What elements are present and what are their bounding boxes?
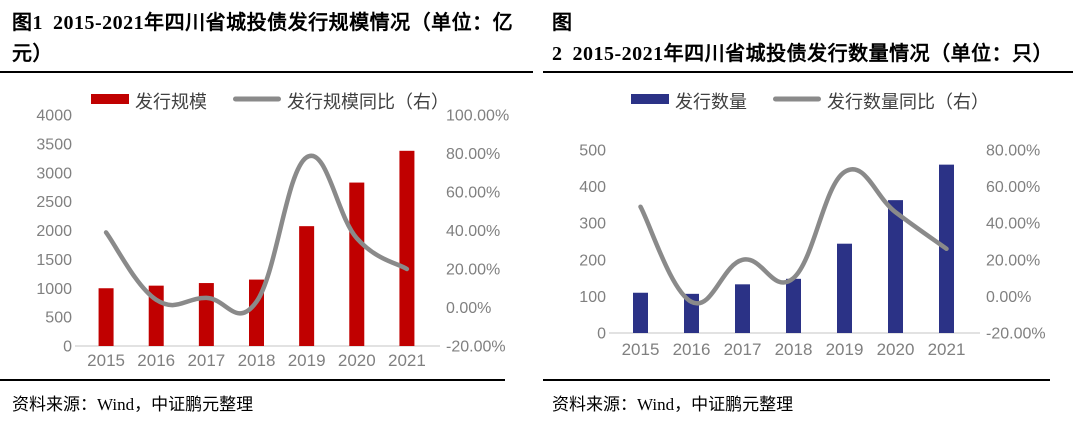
- source-rule: [543, 379, 1050, 381]
- yoy-line: [103, 153, 410, 316]
- y-left-tick: 400: [579, 179, 606, 196]
- legend-bar-label: 发行规模: [135, 92, 207, 112]
- y-left-tick: 500: [579, 143, 606, 160]
- yoy-line: [638, 167, 949, 306]
- bar-2020: [349, 182, 365, 346]
- figure2-title-text: 2015-2021年四川省城投债发行数量情况（单位：只）: [572, 43, 1054, 65]
- x-tick: 2021: [388, 351, 426, 370]
- y-left-tick: 1000: [36, 281, 72, 298]
- y-left-tick: 0: [63, 339, 72, 356]
- scale-chart: 4000 3500 3000 2500 2000 1500 1000 500 0 100.00% 8…: [36, 92, 509, 370]
- y-right-tick: 80.00%: [986, 143, 1040, 160]
- count-chart: 500 400 300 200 100 0 80.00% 60.00% 40.00% 20.00%…: [579, 92, 1046, 359]
- title-rule: [0, 71, 533, 73]
- y-left-tick: 100: [579, 289, 606, 306]
- y-left-tick: 2000: [36, 223, 72, 240]
- y-left-tick: 0: [597, 326, 606, 343]
- legend-bar-swatch: [91, 94, 129, 104]
- bar-2015: [633, 292, 648, 333]
- y-right-tick: 0.00%: [986, 289, 1031, 306]
- y-left-tick: 300: [579, 216, 606, 233]
- x-tick: 2017: [724, 340, 762, 359]
- y-right-tick: 20.00%: [446, 262, 500, 279]
- y-left-tick: 3500: [36, 136, 72, 153]
- y-right-tick: 40.00%: [446, 223, 500, 240]
- x-tick: 2019: [288, 351, 326, 370]
- bar-2017: [735, 284, 750, 333]
- y-left-tick: 4000: [36, 108, 72, 125]
- x-tick: 2015: [622, 340, 660, 359]
- x-tick: 2020: [877, 340, 915, 359]
- panel-issuance-count: 图2 2015-2021年四川省城投债发行数量情况（单位：只） 500 400 300…: [540, 0, 1080, 433]
- y-right-tick: -20.00%: [446, 339, 506, 356]
- legend-line-swatch: [773, 96, 821, 102]
- source-rule: [0, 379, 505, 381]
- x-tick: 2015: [87, 351, 125, 370]
- y-right-tick: 60.00%: [446, 185, 500, 202]
- x-tick: 2018: [775, 340, 813, 359]
- legend-line-label: 发行规模同比（右）: [287, 92, 449, 112]
- x-tick: 2019: [826, 340, 864, 359]
- legend-bar-swatch: [631, 94, 669, 104]
- x-tick: 2021: [928, 340, 966, 359]
- y-right-tick: 20.00%: [986, 252, 1040, 269]
- y-left-tick: 2500: [36, 194, 72, 211]
- y-right-tick: 100.00%: [446, 108, 509, 125]
- figure2-label: 图2: [552, 12, 573, 65]
- figure2-title: 图2 2015-2021年四川省城投债发行数量情况（单位：只）: [540, 0, 1080, 71]
- x-tick: 2016: [137, 351, 175, 370]
- bar-2020: [888, 200, 903, 333]
- bar-2019: [299, 226, 315, 346]
- legend: 发行规模 发行规模同比（右）: [91, 92, 449, 112]
- y-right-tick: 40.00%: [986, 216, 1040, 233]
- bar-2021: [399, 150, 415, 346]
- figure1-title: 图1 2015-2021年四川省城投债发行规模情况（单位：亿元）: [0, 0, 540, 71]
- y-right-tick: 0.00%: [446, 300, 491, 317]
- bar-2017: [198, 283, 214, 346]
- bar-2015: [98, 288, 114, 346]
- source-note: 资料来源：Wind，中证鹏元整理: [12, 395, 254, 414]
- y-right-tick: 80.00%: [446, 146, 500, 163]
- source-note: 资料来源：Wind，中证鹏元整理: [552, 395, 794, 414]
- bar-2018: [786, 278, 801, 333]
- y-right-tick: 60.00%: [986, 179, 1040, 196]
- legend-line-label: 发行数量同比（右）: [827, 92, 989, 112]
- legend-line-swatch: [233, 96, 281, 102]
- y-right-tick: -20.00%: [986, 326, 1046, 343]
- figure1-title-text: 2015-2021年四川省城投债发行规模情况（单位：亿元）: [12, 12, 514, 65]
- bar-2019: [837, 243, 852, 333]
- x-tick: 2020: [338, 351, 376, 370]
- x-tick: 2016: [673, 340, 711, 359]
- legend: 发行数量 发行数量同比（右）: [631, 92, 989, 112]
- legend-bar-label: 发行数量: [675, 92, 747, 112]
- title-rule: [543, 71, 1073, 73]
- x-tick: 2017: [187, 351, 225, 370]
- x-tick: 2018: [238, 351, 276, 370]
- y-left-tick: 500: [45, 310, 72, 327]
- y-left-tick: 3000: [36, 165, 72, 182]
- panel-issuance-scale: 图1 2015-2021年四川省城投债发行规模情况（单位：亿元） 4000 3500…: [0, 0, 540, 414]
- y-left-tick: 200: [579, 252, 606, 269]
- figure1-label: 图1: [12, 12, 43, 34]
- y-left-tick: 1500: [36, 252, 72, 269]
